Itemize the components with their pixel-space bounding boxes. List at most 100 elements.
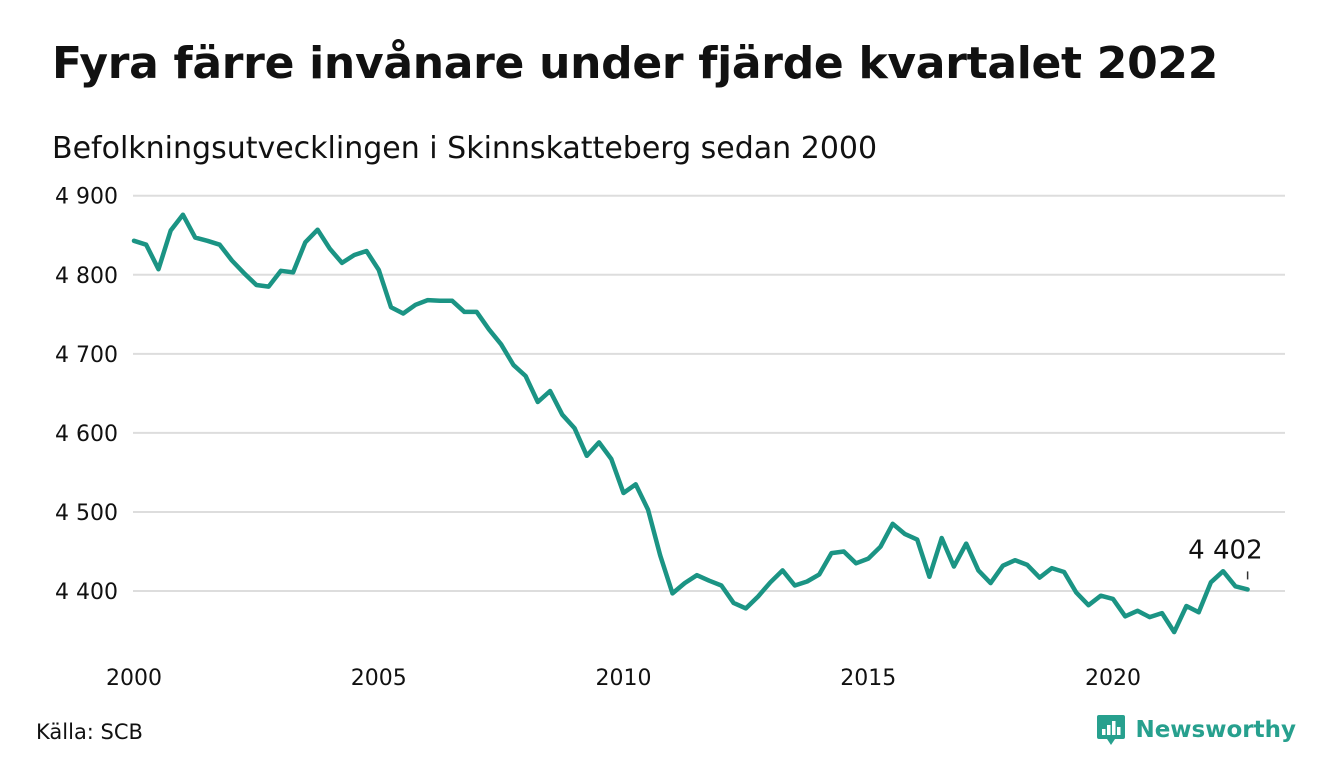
data-point [707,579,711,583]
data-point [266,284,270,288]
data-point [1074,590,1078,594]
data-point [181,213,185,217]
data-point [499,342,503,346]
data-point [1148,615,1152,619]
data-point [487,327,491,331]
y-tick-label: 4 800 [55,264,118,289]
data-point [377,268,381,272]
data-point [829,551,833,555]
x-tick-label: 2010 [596,666,652,691]
y-tick-label: 4 700 [55,343,118,368]
x-axis-tick-labels: 2000 2005 2010 2015 2020 [106,666,1141,691]
data-point [291,270,295,274]
data-point [193,235,197,239]
data-point [364,249,368,253]
data-point [426,298,430,302]
data-point [585,454,589,458]
gridlines [133,194,1285,592]
data-point [352,253,356,257]
data-point [878,545,882,549]
data-point [1221,569,1225,573]
data-point [1184,604,1188,608]
data-point [793,583,797,587]
data-point [768,580,772,584]
data-point [1050,566,1054,570]
data-point [1111,597,1115,601]
data-point [1209,580,1213,584]
data-point [609,457,613,461]
data-point [1172,630,1176,634]
data-point [854,561,858,565]
data-point [670,591,674,595]
data-point [976,568,980,572]
data-point [548,389,552,393]
data-point [695,573,699,577]
data-point [401,311,405,315]
data-point [903,532,907,536]
data-point [450,299,454,303]
x-tick-label: 2020 [1085,666,1141,691]
data-point [279,269,283,273]
y-tick-label: 4 900 [55,185,118,210]
data-point [413,303,417,307]
data-point [1160,611,1164,615]
data-point [169,228,173,232]
data-point [560,413,564,417]
data-point [634,482,638,486]
data-point [572,426,576,430]
data-point [1001,564,1005,568]
data-point [1135,609,1139,613]
data-point [242,271,246,275]
data-point [230,258,234,262]
x-tick-label: 2015 [840,666,896,691]
data-point [1037,575,1041,579]
data-point [866,556,870,560]
data-point [927,575,931,579]
data-point [940,536,944,540]
data-point [340,261,344,265]
annotation-group: 4 402 [1188,535,1263,580]
data-point [780,568,784,572]
data-point [756,594,760,598]
data-point [1025,563,1029,567]
data-point [719,583,723,587]
data-point [621,491,625,495]
data-point [156,267,160,271]
last-value-label: 4 402 [1188,535,1262,565]
data-point [303,240,307,244]
data-point [1099,594,1103,598]
series-group [131,212,1250,635]
data-point [597,440,601,444]
data-point [205,239,209,243]
data-point [254,283,258,287]
data-point [1245,587,1249,591]
data-point [462,310,466,314]
data-point [658,553,662,557]
data-point [805,579,809,583]
data-point [1233,584,1237,588]
data-point [731,601,735,605]
data-point [389,305,393,309]
data-point [328,247,332,251]
data-point [817,572,821,576]
series-line [131,212,1250,635]
y-tick-label: 4 600 [55,422,118,447]
x-tick-label: 2000 [106,666,162,691]
brand[interactable]: Newsworthy [1096,714,1296,746]
data-point [438,299,442,303]
data-point [536,400,540,404]
data-point [315,228,319,232]
data-point [646,507,650,511]
data-point [964,541,968,545]
data-point [915,537,919,541]
brand-name: Newsworthy [1135,717,1296,743]
newsworthy-logo-icon [1097,715,1126,745]
data-point [988,581,992,585]
data-point [952,564,956,568]
data-point [1013,558,1017,562]
source-label: Källa: SCB [36,720,143,744]
data-point [1086,603,1090,607]
y-tick-label: 4 400 [55,580,118,605]
data-point [475,310,479,314]
data-point [842,549,846,553]
